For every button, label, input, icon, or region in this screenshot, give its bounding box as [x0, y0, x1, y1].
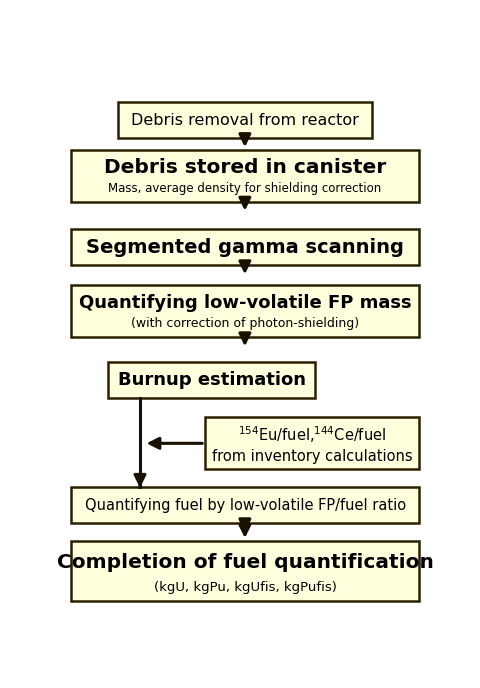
Text: Quantifying fuel by low-volatile FP/fuel ratio: Quantifying fuel by low-volatile FP/fuel…: [84, 498, 406, 513]
Text: (kgU, kgPu, kgUfis, kgPufis): (kgU, kgPu, kgUfis, kgPufis): [154, 581, 336, 594]
Text: Segmented gamma scanning: Segmented gamma scanning: [86, 238, 404, 257]
FancyBboxPatch shape: [71, 487, 419, 524]
FancyBboxPatch shape: [71, 229, 419, 266]
FancyBboxPatch shape: [118, 102, 372, 138]
Text: Mass, average density for shielding correction: Mass, average density for shielding corr…: [108, 182, 382, 195]
FancyBboxPatch shape: [71, 285, 419, 337]
Text: Completion of fuel quantification: Completion of fuel quantification: [57, 553, 433, 572]
Text: (with correction of photon-shielding): (with correction of photon-shielding): [131, 317, 359, 330]
FancyBboxPatch shape: [71, 541, 419, 601]
Text: from inventory calculations: from inventory calculations: [212, 449, 412, 464]
FancyBboxPatch shape: [71, 150, 419, 202]
Text: Debris removal from reactor: Debris removal from reactor: [131, 113, 359, 128]
Text: Burnup estimation: Burnup estimation: [118, 371, 306, 389]
FancyBboxPatch shape: [205, 418, 419, 469]
Text: Quantifying low-volatile FP mass: Quantifying low-volatile FP mass: [79, 294, 411, 312]
Text: $^{154}$Eu/fuel,$^{144}$Ce/fuel: $^{154}$Eu/fuel,$^{144}$Ce/fuel: [238, 424, 386, 445]
FancyBboxPatch shape: [108, 362, 315, 398]
Text: Debris stored in canister: Debris stored in canister: [104, 158, 386, 177]
